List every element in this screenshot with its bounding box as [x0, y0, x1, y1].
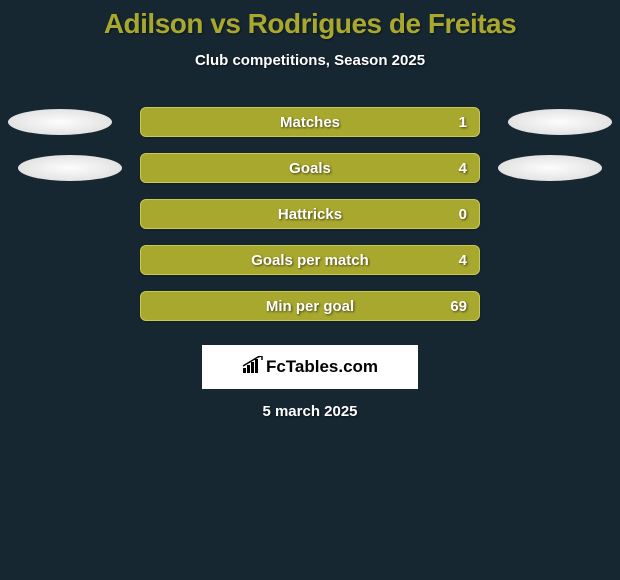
ellipse-icon: [498, 155, 602, 181]
logo-text: FcTables.com: [266, 357, 378, 377]
stat-value: 1: [459, 114, 467, 131]
chart-icon: [242, 356, 264, 379]
stat-value: 4: [459, 160, 467, 177]
logo-content: FcTables.com: [242, 356, 378, 379]
stat-row-goals-per-match: Goals per match 4: [0, 237, 620, 283]
subtitle: Club competitions, Season 2025: [0, 52, 620, 69]
ellipse-icon: [508, 109, 612, 135]
stat-bar: Hattricks 0: [140, 199, 480, 229]
logo-box: FcTables.com: [202, 345, 418, 389]
ellipse-icon: [18, 155, 122, 181]
page-title: Adilson vs Rodrigues de Freitas: [0, 8, 620, 40]
stat-label: Hattricks: [278, 206, 342, 223]
stat-row-matches: Matches 1: [0, 99, 620, 145]
date-text: 5 march 2025: [0, 403, 620, 420]
stat-value: 0: [459, 206, 467, 223]
stat-row-goals: Goals 4: [0, 145, 620, 191]
stat-row-min-per-goal: Min per goal 69: [0, 283, 620, 329]
stat-bar: Matches 1: [140, 107, 480, 137]
stat-label: Goals per match: [251, 252, 369, 269]
stat-value: 4: [459, 252, 467, 269]
ellipse-icon: [8, 109, 112, 135]
stat-label: Min per goal: [266, 298, 354, 315]
stat-row-hattricks: Hattricks 0: [0, 191, 620, 237]
stat-bar: Min per goal 69: [140, 291, 480, 321]
stat-value: 69: [450, 298, 467, 315]
stat-bar: Goals 4: [140, 153, 480, 183]
stat-bar: Goals per match 4: [140, 245, 480, 275]
stat-label: Goals: [289, 160, 331, 177]
main-container: Adilson vs Rodrigues de Freitas Club com…: [0, 0, 620, 420]
stat-label: Matches: [280, 114, 340, 131]
